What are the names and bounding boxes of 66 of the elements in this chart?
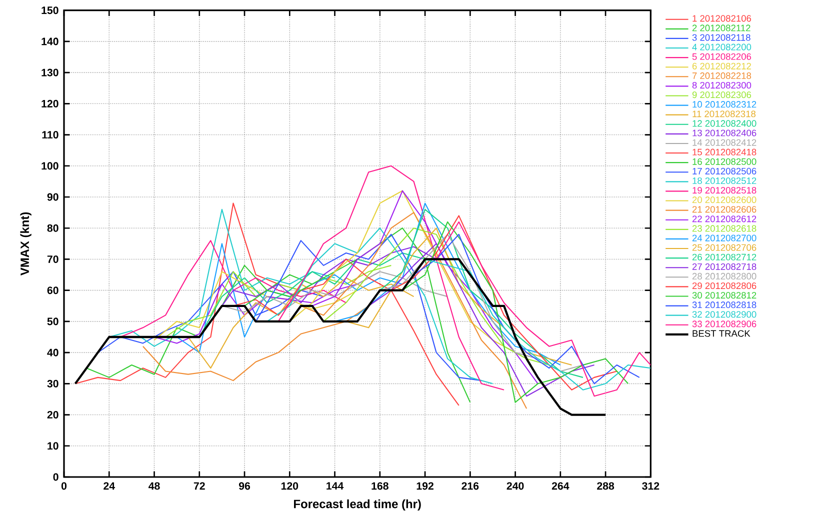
legend-label: 28 2012082800: [692, 272, 756, 280]
legend-label: 9 2012082306: [692, 92, 752, 98]
x-tick-label: 48: [148, 482, 160, 490]
legend-label: 4 2012082200: [692, 44, 752, 50]
y-tick-label: 30: [47, 380, 58, 388]
legend-label: 31 2012082818: [692, 302, 756, 308]
legend-label: 17 2012082506: [692, 168, 756, 174]
legend-label: 23 2012082618: [692, 225, 756, 232]
legend-label: 5 2012082206: [692, 53, 752, 60]
legend-label: 13 2012082406: [692, 130, 756, 136]
y-tick-label: 80: [47, 224, 58, 232]
y-axis-title: VMAX (knt): [20, 212, 32, 276]
legend-label: BEST TRACK: [692, 330, 750, 337]
legend-label: 29 2012082806: [692, 282, 756, 290]
legend-label: 2 2012082112: [692, 24, 750, 32]
y-tick-label: 120: [42, 100, 58, 108]
y-tick-label: 100: [42, 162, 58, 170]
x-tick-label: 120: [281, 482, 298, 490]
x-tick-label: 240: [506, 482, 524, 490]
x-tick-label: 216: [462, 482, 479, 490]
x-tick-label: 96: [238, 482, 250, 490]
x-tick-label: 288: [597, 482, 614, 490]
y-tick-label: 10: [48, 442, 58, 450]
legend-label: 6 2012082212: [692, 62, 751, 70]
y-tick-label: 40: [47, 348, 58, 356]
legend-label: 32 2012082900: [692, 311, 756, 318]
legend-label: 33 2012082906: [692, 320, 756, 328]
x-tick-label: 72: [194, 482, 205, 490]
x-axis-title: Forecast lead time (hr): [294, 499, 421, 511]
y-tick-label: 150: [42, 6, 58, 14]
legend-label: 19 2012082518: [692, 186, 756, 194]
legend-label: 26 2012082712: [692, 254, 756, 260]
y-tick-label: 140: [42, 38, 58, 46]
legend-label: 16 2012082500: [692, 158, 756, 165]
legend-label: 21 2012082606: [692, 206, 756, 213]
legend-label: 14 2012082412: [692, 139, 756, 146]
y-tick-label: 110: [42, 131, 58, 139]
legend-label: 25 2012082706: [692, 244, 756, 251]
legend-label: 7 2012082218: [692, 72, 752, 79]
x-tick-label: 0: [61, 482, 67, 490]
y-tick-label: 90: [47, 193, 58, 201]
x-tick-label: 192: [416, 482, 434, 490]
x-tick-label: 312: [642, 482, 660, 490]
legend-label: 20 2012082600: [692, 196, 756, 204]
y-tick-label: 130: [42, 68, 58, 76]
y-tick-label: 70: [47, 255, 58, 263]
legend-label: 15 2012082418: [692, 148, 756, 156]
x-tick-label: 24: [104, 482, 115, 490]
legend-label: 18 2012082512: [692, 177, 756, 184]
y-tick-label: 20: [47, 411, 58, 419]
legend-label: 8 2012082300: [692, 82, 752, 89]
x-tick-label: 168: [372, 482, 388, 490]
legend-label: 24 2012082700: [692, 234, 756, 242]
legend-label: 30 2012082812: [692, 292, 756, 299]
legend-label: 3 2012082118: [692, 34, 750, 41]
legend-label: 11 2012082318: [692, 110, 756, 118]
legend-label: 22 2012082612: [692, 216, 756, 222]
legend-label: 1 2012082106: [692, 15, 752, 22]
y-tick-label: 0: [53, 473, 58, 481]
x-tick-label: 144: [326, 482, 344, 490]
x-tick-label: 264: [552, 482, 570, 490]
legend-label: 10 2012082312: [692, 101, 756, 108]
legend-label: 12 2012082400: [692, 120, 756, 127]
legend-label: 27 2012082718: [692, 263, 756, 270]
y-tick-label: 50: [47, 318, 58, 326]
y-tick-label: 60: [47, 286, 58, 294]
